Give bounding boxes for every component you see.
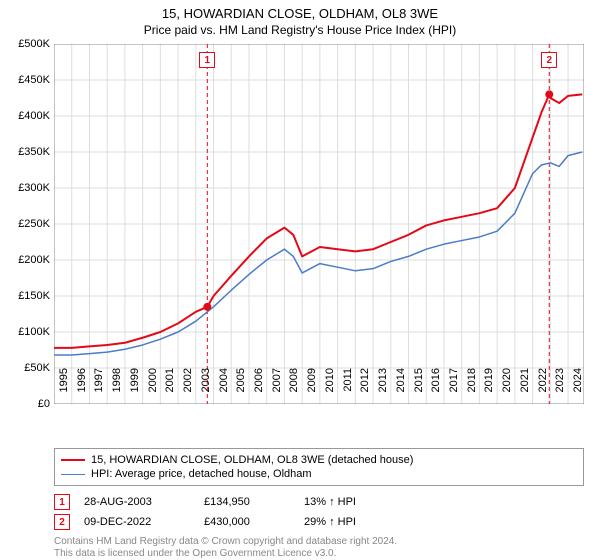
x-axis-label: 1998 bbox=[111, 368, 123, 408]
x-axis-label: 1996 bbox=[76, 368, 88, 408]
y-axis-label: £400K bbox=[0, 110, 50, 122]
transaction-badge: 1 bbox=[54, 494, 70, 510]
x-axis-label: 2022 bbox=[537, 368, 549, 408]
transaction-date: 09-DEC-2022 bbox=[84, 516, 204, 528]
y-axis-label: £100K bbox=[0, 326, 50, 338]
legend-swatch bbox=[61, 474, 85, 475]
x-axis-label: 2023 bbox=[554, 368, 566, 408]
x-axis-label: 2009 bbox=[306, 368, 318, 408]
x-axis-label: 2010 bbox=[324, 368, 336, 408]
legend-label: HPI: Average price, detached house, Oldh… bbox=[91, 468, 312, 480]
y-axis-label: £150K bbox=[0, 290, 50, 302]
x-axis-label: 2004 bbox=[218, 368, 230, 408]
x-axis-label: 1999 bbox=[129, 368, 141, 408]
x-axis-label: 2013 bbox=[377, 368, 389, 408]
x-axis-label: 2019 bbox=[483, 368, 495, 408]
legend-row: 15, HOWARDIAN CLOSE, OLDHAM, OL8 3WE (de… bbox=[61, 453, 577, 467]
x-axis-label: 2012 bbox=[359, 368, 371, 408]
footer-line2: This data is licensed under the Open Gov… bbox=[54, 548, 584, 560]
y-axis-label: £0 bbox=[0, 398, 50, 410]
x-axis-label: 2007 bbox=[271, 368, 283, 408]
title-sub: Price paid vs. HM Land Registry's House … bbox=[0, 21, 600, 37]
x-axis-label: 2005 bbox=[235, 368, 247, 408]
x-axis-label: 1995 bbox=[58, 368, 70, 408]
legend: 15, HOWARDIAN CLOSE, OLDHAM, OL8 3WE (de… bbox=[54, 448, 584, 486]
x-axis-label: 2014 bbox=[395, 368, 407, 408]
transaction-price: £430,000 bbox=[204, 516, 304, 528]
y-axis-label: £450K bbox=[0, 74, 50, 86]
y-axis-label: £50K bbox=[0, 362, 50, 374]
x-axis-label: 2011 bbox=[342, 368, 354, 408]
chart-marker-badge: 2 bbox=[541, 52, 557, 68]
title-main: 15, HOWARDIAN CLOSE, OLDHAM, OL8 3WE bbox=[0, 0, 600, 21]
x-axis-label: 2024 bbox=[572, 368, 584, 408]
x-axis-label: 2021 bbox=[519, 368, 531, 408]
x-axis-label: 2017 bbox=[448, 368, 460, 408]
x-axis-label: 2008 bbox=[288, 368, 300, 408]
transaction-price: £134,950 bbox=[204, 496, 304, 508]
transaction-row: 2 09-DEC-2022£430,00029% ↑ HPI bbox=[54, 514, 584, 530]
x-axis-label: 2020 bbox=[501, 368, 513, 408]
y-axis-label: £350K bbox=[0, 146, 50, 158]
legend-swatch bbox=[61, 459, 85, 461]
x-axis-label: 2000 bbox=[147, 368, 159, 408]
transaction-date: 28-AUG-2003 bbox=[84, 496, 204, 508]
transaction-row: 1 28-AUG-2003£134,95013% ↑ HPI bbox=[54, 494, 584, 510]
y-axis-label: £500K bbox=[0, 38, 50, 50]
x-axis-label: 2015 bbox=[413, 368, 425, 408]
legend-label: 15, HOWARDIAN CLOSE, OLDHAM, OL8 3WE (de… bbox=[91, 454, 413, 466]
footer: Contains HM Land Registry data © Crown c… bbox=[54, 536, 584, 559]
legend-row: HPI: Average price, detached house, Oldh… bbox=[61, 467, 577, 481]
x-axis-label: 2001 bbox=[164, 368, 176, 408]
chart-svg bbox=[54, 44, 584, 404]
chart-marker-badge: 1 bbox=[199, 52, 215, 68]
y-axis-label: £300K bbox=[0, 182, 50, 194]
x-axis-label: 1997 bbox=[93, 368, 105, 408]
chart-container: 15, HOWARDIAN CLOSE, OLDHAM, OL8 3WE Pri… bbox=[0, 0, 600, 560]
y-axis-label: £200K bbox=[0, 254, 50, 266]
y-axis-label: £250K bbox=[0, 218, 50, 230]
x-axis-label: 2018 bbox=[466, 368, 478, 408]
chart-area: 12£0£50K£100K£150K£200K£250K£300K£350K£4… bbox=[54, 44, 584, 404]
transaction-badge: 2 bbox=[54, 514, 70, 530]
transaction-diff: 13% ↑ HPI bbox=[304, 496, 404, 508]
transaction-diff: 29% ↑ HPI bbox=[304, 516, 404, 528]
x-axis-label: 2016 bbox=[430, 368, 442, 408]
footer-line1: Contains HM Land Registry data © Crown c… bbox=[54, 536, 584, 548]
x-axis-label: 2003 bbox=[200, 368, 212, 408]
x-axis-label: 2006 bbox=[253, 368, 265, 408]
x-axis-label: 2002 bbox=[182, 368, 194, 408]
